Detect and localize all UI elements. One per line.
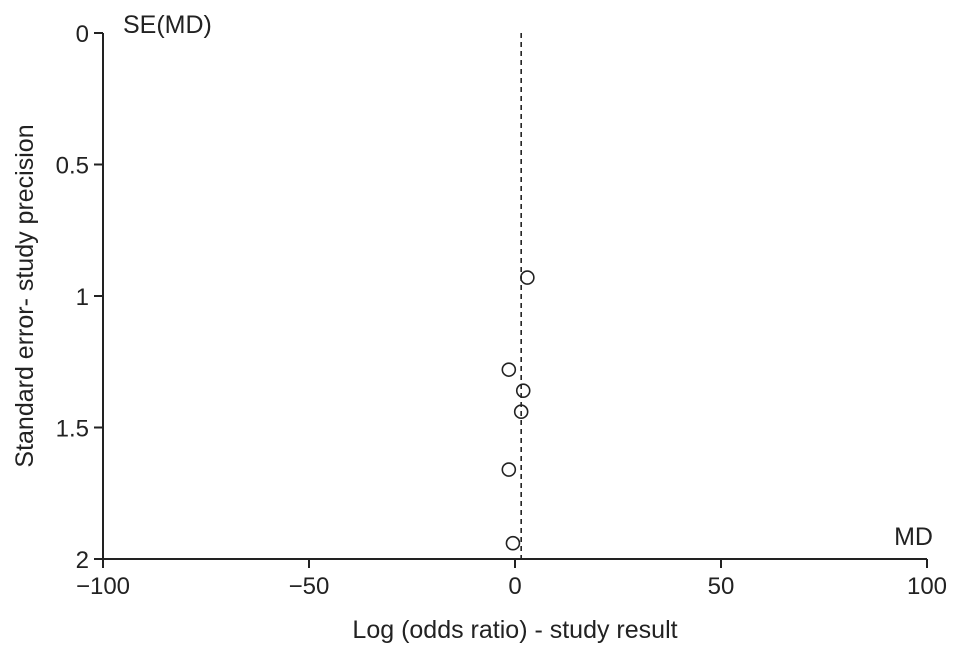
x-corner-label: MD <box>894 523 933 551</box>
data-point <box>513 404 529 420</box>
x-tick-label: −50 <box>289 573 330 600</box>
y-tick-label: 2 <box>76 547 89 574</box>
y-tick-label: 0 <box>76 21 89 48</box>
data-points <box>501 270 535 551</box>
x-axis-ticks: −100 −50 0 50 100 <box>76 559 947 600</box>
data-point <box>520 270 535 285</box>
x-tick-label: 0 <box>508 573 521 600</box>
y-corner-label: SE(MD) <box>123 11 212 39</box>
data-point <box>505 535 521 551</box>
x-tick-label: 50 <box>708 573 735 600</box>
data-point <box>501 362 517 377</box>
axes <box>102 33 927 560</box>
y-axis-ticks: 0 0.5 1 1.5 2 <box>56 21 103 574</box>
y-axis-title: Standard error- study precision <box>11 124 39 467</box>
data-point <box>501 462 517 477</box>
x-axis-title: Log (odds ratio) - study result <box>352 616 677 644</box>
x-tick-label: −100 <box>76 573 130 600</box>
y-tick-label: 1 <box>76 284 89 311</box>
x-tick-label: 100 <box>907 573 947 600</box>
data-point <box>515 383 531 398</box>
y-tick-label: 1.5 <box>56 416 89 443</box>
y-tick-label: 0.5 <box>56 153 89 180</box>
